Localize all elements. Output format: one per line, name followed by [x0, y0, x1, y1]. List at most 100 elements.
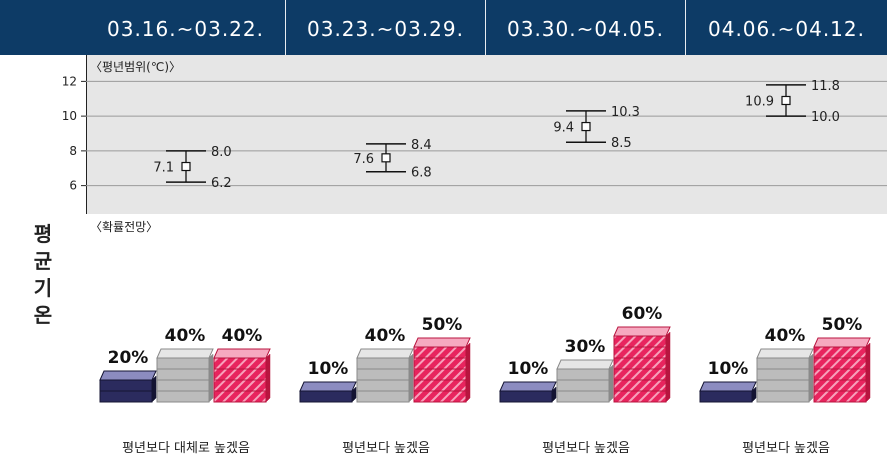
probability-value-label: 60%: [622, 304, 663, 324]
normal-stack-slab: [756, 379, 810, 392]
below-stack-top: [299, 381, 357, 392]
above-stack-slab: [413, 346, 467, 359]
forecast-label-4: 평년보다 높겠음: [742, 441, 830, 456]
normal-stack-top: [756, 348, 814, 359]
period-header-1: 03.16.~03.22.: [107, 17, 264, 41]
upper-value-label: 8.0: [211, 145, 232, 160]
normal-stack-slab-side: [808, 353, 814, 370]
normal-stack-slab: [156, 368, 210, 381]
y-tick-label: 8: [69, 144, 77, 158]
below-stack-slab: [99, 379, 153, 392]
mean-value-label: 7.1: [153, 161, 174, 176]
below-stack-top: [499, 381, 557, 392]
below-stack-slab: [99, 390, 153, 403]
mean-marker: [381, 153, 391, 163]
side-title: 평균기온: [33, 222, 53, 327]
header-divider: [485, 0, 486, 55]
y-tick-label: 12: [62, 74, 77, 88]
above-stack-slab: [413, 379, 467, 392]
above-stack-slab: [813, 379, 867, 392]
probability-value-label: 40%: [765, 326, 806, 346]
normal-stack-slab-side: [208, 353, 214, 370]
above-stack-top: [813, 337, 871, 348]
lower-value-label: 6.8: [411, 166, 432, 181]
period-header-2: 03.23.~03.29.: [307, 17, 464, 41]
above-stack-slab-side: [465, 342, 471, 359]
probability-panel-tag: 〈확률전망〉: [90, 220, 159, 234]
probability-value-label: 10%: [508, 359, 549, 379]
lower-value-label: 6.2: [211, 176, 232, 191]
forecast-label-2: 평년보다 높겠음: [342, 441, 430, 456]
above-stack-slab: [213, 357, 267, 370]
above-stack-slab: [613, 346, 667, 359]
y-tick-label: 10: [62, 109, 77, 123]
above-stack-slab: [813, 390, 867, 403]
above-stack-slab: [213, 368, 267, 381]
probability-value-label: 50%: [422, 315, 463, 335]
normal-stack-slab: [756, 357, 810, 370]
forecast-label-1: 평년보다 대체로 높겠음: [122, 441, 250, 456]
above-stack-slab: [413, 390, 467, 403]
normal-stack-slab: [156, 357, 210, 370]
above-stack-slab: [413, 357, 467, 370]
forecast-label-3: 평년보다 높겠음: [542, 441, 630, 456]
normal-stack-top: [156, 348, 214, 359]
probability-value-label: 20%: [108, 348, 149, 368]
above-stack-slab: [613, 390, 667, 403]
above-stack-slab: [813, 346, 867, 359]
header-divider: [685, 0, 686, 55]
normal-stack-slab: [356, 379, 410, 392]
normal-stack-slab: [356, 357, 410, 370]
above-stack-slab: [813, 368, 867, 381]
below-stack-slab-side: [751, 386, 757, 403]
below-stack-slab: [699, 390, 753, 403]
above-stack-slab: [613, 357, 667, 370]
below-stack-slab-side: [151, 375, 157, 392]
probability-value-label: 40%: [365, 326, 406, 346]
mean-value-label: 7.6: [353, 152, 374, 167]
above-stack-top: [213, 348, 271, 359]
normal-stack-slab: [556, 379, 610, 392]
period-header-3: 03.30.~04.05.: [507, 17, 664, 41]
above-stack-slab: [613, 379, 667, 392]
normal-stack-slab: [156, 379, 210, 392]
above-stack-slab: [813, 357, 867, 370]
lower-value-label: 10.0: [811, 110, 840, 125]
upper-value-label: 11.8: [811, 79, 840, 94]
above-stack-slab-side: [865, 342, 871, 359]
above-stack-slab: [413, 368, 467, 381]
normal-stack-slab-side: [608, 364, 614, 381]
normal-stack-slab: [556, 390, 610, 403]
y-axis-line: [86, 55, 87, 214]
upper-value-label: 8.4: [411, 138, 432, 153]
upper-value-label: 10.3: [611, 105, 640, 120]
normal-stack-top: [356, 348, 414, 359]
y-tick-label: 6: [69, 179, 77, 193]
period-header-4: 04.06.~04.12.: [708, 17, 865, 41]
lower-value-label: 8.5: [611, 136, 632, 151]
probability-value-label: 30%: [565, 337, 606, 357]
normal-stack-slab: [156, 390, 210, 403]
above-stack-top: [613, 326, 671, 337]
probability-value-label: 10%: [708, 359, 749, 379]
mean-marker: [581, 121, 591, 132]
mean-value-label: 10.9: [745, 94, 774, 109]
probability-value-label: 40%: [222, 326, 263, 346]
above-stack-slab: [613, 368, 667, 381]
above-stack-slab-side: [665, 331, 671, 348]
normal-stack-slab: [356, 390, 410, 403]
normal-stack-slab: [756, 390, 810, 403]
normal-stack-slab: [756, 368, 810, 381]
probability-value-label: 10%: [308, 359, 349, 379]
side-panel: 평균기온: [0, 55, 86, 465]
period-header: 03.16.~03.22. 03.23.~03.29. 03.30.~04.05…: [0, 0, 887, 55]
mean-value-label: 9.4: [553, 121, 574, 136]
above-stack-slab: [213, 379, 267, 392]
below-stack-slab-side: [551, 386, 557, 403]
range-panel-tag: 〈평년범위(℃)〉: [90, 60, 182, 74]
above-stack-top: [413, 337, 471, 348]
normal-stack-slab: [356, 368, 410, 381]
below-stack-top: [99, 370, 157, 381]
normal-stack-slab-side: [408, 353, 414, 370]
